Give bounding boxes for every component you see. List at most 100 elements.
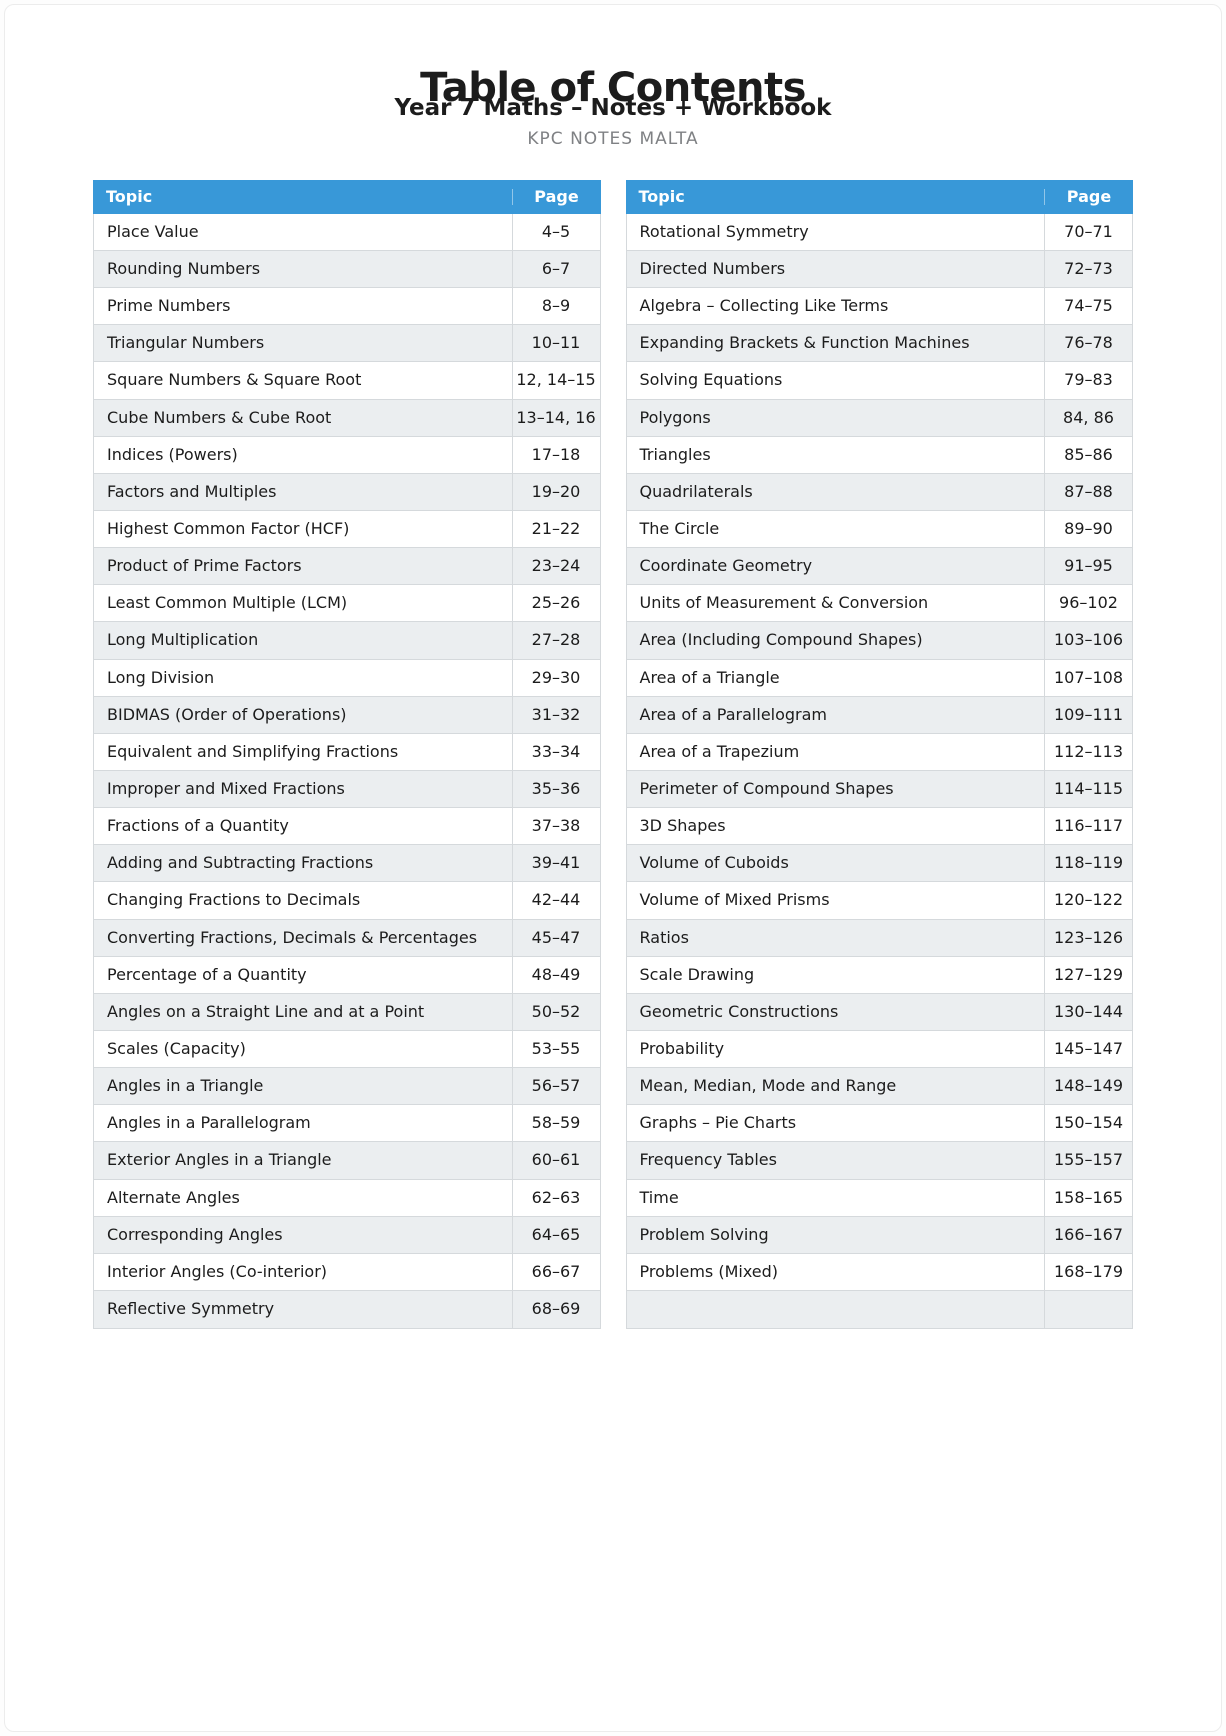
page-cell: 13–14, 16 [511, 399, 600, 436]
table-row: Place Value 4–5 [94, 213, 600, 251]
topic-cell: Square Numbers & Square Root [107, 370, 362, 390]
topic-cell: Long Multiplication [107, 630, 259, 650]
page-cell: 123–126 [1044, 919, 1132, 956]
topic-cell: Directed Numbers [639, 259, 786, 279]
table-header-row: Topic Page [625, 179, 1133, 214]
page-cell: 127–129 [1044, 956, 1132, 993]
page-cell: 70–71 [1044, 213, 1132, 250]
topic-cell: Solving Equations [639, 370, 783, 390]
page-cell: 145–147 [1044, 1030, 1132, 1068]
topic-cell: The Circle [639, 519, 720, 539]
topic-cell: Problem Solving [639, 1224, 769, 1244]
brand-text: KPC NOTES MALTA [527, 128, 699, 149]
table-row: Area of a Triangle 107–108 [626, 659, 1132, 697]
topic-cell: Alternate Angles [107, 1187, 240, 1207]
topic-cell [627, 1291, 1045, 1328]
topic-cell: Polygons [639, 407, 711, 427]
topic-cell: Rounding Numbers [107, 259, 261, 279]
table-row: Quadrilaterals 87–88 [626, 473, 1132, 511]
table-row: Changing Fractions to Decimals 42–44 [94, 882, 600, 920]
toc-table-left: Topic Page Place Value 4–5 Rounding Number… [93, 179, 601, 1330]
topic-cell: Rotational Symmetry [639, 221, 809, 241]
table-row: Corresponding Angles 64–65 [94, 1216, 600, 1254]
page-cell: 42–44 [511, 882, 600, 919]
table-row: Percentage of a Quantity 48–49 [94, 956, 600, 994]
table-row: Highest Common Factor (HCF) 21–22 [94, 510, 600, 549]
topic-column-header: Topic [93, 188, 513, 205]
table-row: Triangles 85–86 [626, 436, 1132, 474]
table-row: Equivalent and Simplifying Fractions 33–3… [94, 733, 600, 771]
table-row: Area of a Parallelogram 109–111 [626, 696, 1132, 734]
table-row: Problem Solving 166–167 [626, 1216, 1132, 1254]
table-row: Geometric Constructions 130–144 [626, 993, 1132, 1031]
page-cell: 25–26 [511, 585, 600, 622]
page-cell: 21–22 [511, 510, 600, 548]
table-body: Place Value 4–5 Rounding Numbers 6–7 Prime N… [93, 213, 601, 1330]
topic-cell: Prime Numbers [107, 296, 231, 316]
page-cell: 37–38 [511, 808, 600, 845]
topic-cell: Angles in a Parallelogram [107, 1113, 311, 1133]
page-cell: 19–20 [511, 473, 600, 510]
topic-cell: Problems (Mixed) [639, 1261, 779, 1281]
topic-cell: Triangular Numbers [107, 333, 265, 353]
table-row: Perimeter of Compound Shapes 114–115 [626, 770, 1132, 809]
topic-column-header: Topic [626, 188, 1045, 205]
page-cell: 17–18 [511, 436, 600, 473]
page-column-header: Page [534, 186, 579, 206]
topic-cell: Volume of Cuboids [639, 853, 789, 873]
topic-cell: Converting Fractions, Decimals & Percent… [107, 927, 478, 947]
page-cell: 72–73 [1044, 250, 1132, 288]
topic-cell: Probability [639, 1039, 725, 1058]
page-cell [1044, 1290, 1132, 1329]
table-row [626, 1290, 1132, 1329]
topic-cell: Algebra – Collecting Like Terms [639, 296, 889, 316]
topic-cell: Volume of Mixed Prisms [639, 890, 830, 910]
topic-cell: Graphs – Pie Charts [639, 1113, 797, 1133]
page-column-header: Page [1066, 186, 1112, 206]
page-cell: 89–90 [1044, 510, 1132, 548]
table-row: Factors and Multiples 19–20 [94, 473, 600, 511]
table-row: Interior Angles (Co-interior) 66–67 [94, 1253, 600, 1291]
page-cell: 62–63 [511, 1179, 600, 1216]
topic-cell: Place Value [107, 221, 199, 241]
table-row: Frequency Tables 155–157 [626, 1142, 1132, 1180]
page-cell: 27–28 [511, 622, 600, 659]
topic-cell: Coordinate Geometry [639, 556, 813, 576]
page-cell: 58–59 [511, 1105, 600, 1142]
table-row: Fractions of a Quantity 37–38 [94, 808, 600, 846]
table-row: Ratios 123–126 [626, 919, 1132, 957]
topic-cell: Frequency Tables [639, 1150, 777, 1170]
page-cell: 166–167 [1044, 1216, 1132, 1253]
table-row: Polygons 84, 86 [626, 399, 1132, 437]
page-cell: 96–102 [1044, 585, 1132, 622]
page-cell: 45–47 [511, 919, 600, 956]
table-row: 3D Shapes 116–117 [626, 808, 1132, 846]
page-cell: 109–111 [1044, 696, 1132, 733]
page-cell: 168–179 [1044, 1253, 1132, 1290]
page-cell: 64–65 [511, 1216, 600, 1253]
document-header: Table of Contents Year 7 Maths – Notes +… [5, 5, 1221, 150]
table-row: Alternate Angles 62–63 [94, 1179, 600, 1217]
table-row: Least Common Multiple (LCM) 25–26 [94, 585, 600, 623]
page-cell: 8–9 [511, 288, 600, 325]
table-row: Mean, Median, Mode and Range 148–149 [626, 1068, 1132, 1106]
table-row: Indices (Powers) 17–18 [94, 436, 600, 474]
topic-cell: Perimeter of Compound Shapes [639, 779, 894, 799]
table-row: Long Multiplication 27–28 [94, 622, 600, 660]
page-cell: 4–5 [511, 213, 600, 250]
page-cell: 103–106 [1044, 622, 1132, 659]
table-row: Square Numbers & Square Root 12, 14–15 [94, 362, 600, 400]
table-row: Long Division 29–30 [94, 659, 600, 697]
table-row: Adding and Subtracting Fractions 39–41 [94, 845, 600, 883]
table-row: Scales (Capacity) 53–55 [94, 1030, 600, 1069]
table-row: Solving Equations 79–83 [626, 362, 1132, 400]
table-row: Converting Fractions, Decimals & Percent… [94, 919, 600, 957]
page-cell: 6–7 [511, 250, 600, 288]
page-cell: 116–117 [1044, 808, 1132, 845]
page-cell: 76–78 [1044, 325, 1132, 362]
page-cell: 130–144 [1044, 993, 1132, 1030]
table-row: Product of Prime Factors 23–24 [94, 548, 600, 586]
page-cell: 107–108 [1044, 659, 1132, 696]
topic-cell: Mean, Median, Mode and Range [639, 1076, 897, 1096]
topic-cell: Least Common Multiple (LCM) [107, 593, 348, 613]
